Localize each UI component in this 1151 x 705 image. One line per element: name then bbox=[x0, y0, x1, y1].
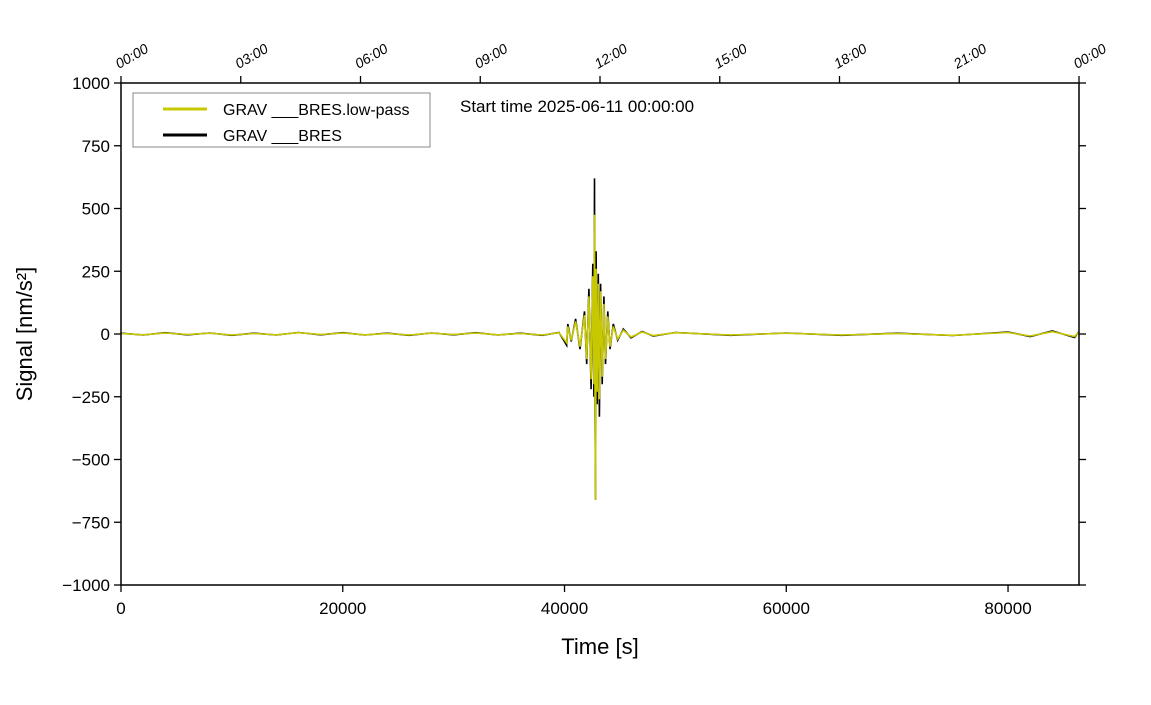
y-tick-label: −250 bbox=[72, 388, 110, 407]
legend-box bbox=[132, 92, 431, 148]
legend-label: GRAV ___BRES bbox=[223, 128, 342, 145]
legend-label: GRAV ___BRES.low-pass bbox=[223, 102, 409, 119]
x2-tick-label: 21:00 bbox=[950, 40, 989, 72]
x-tick-label: 60000 bbox=[763, 599, 810, 618]
x-tick-label: 20000 bbox=[319, 599, 366, 618]
y-tick-label: 0 bbox=[101, 325, 110, 344]
y-tick-label: −500 bbox=[72, 451, 110, 470]
y-tick-label: −750 bbox=[72, 513, 110, 532]
x2-tick-label: 03:00 bbox=[232, 40, 271, 71]
y-axis-label: Signal [nm/s²] bbox=[12, 267, 37, 402]
x-tick-label: 0 bbox=[116, 599, 125, 618]
x-tick-label: 80000 bbox=[984, 599, 1031, 618]
x-axis-label: Time [s] bbox=[561, 634, 638, 659]
x-tick-label: 40000 bbox=[541, 599, 588, 618]
annotation: Start time 2025-06-11 00:00:00 bbox=[460, 97, 694, 116]
y-tick-label: 500 bbox=[82, 200, 110, 219]
x2-tick-label: 06:00 bbox=[352, 40, 391, 71]
x2-tick-label: 15:00 bbox=[711, 40, 750, 71]
y-tick-label: 1000 bbox=[72, 74, 110, 93]
series-line bbox=[121, 214, 1079, 500]
x2-tick-label: 09:00 bbox=[472, 40, 511, 71]
y-tick-label: −1000 bbox=[62, 576, 110, 595]
x2-tick-label: 12:00 bbox=[592, 40, 631, 71]
y-tick-label: 250 bbox=[82, 262, 110, 281]
y-tick-label: 750 bbox=[82, 137, 110, 156]
x2-tick-label: 00:00 bbox=[113, 40, 152, 71]
x2-tick-label: 18:00 bbox=[831, 40, 870, 71]
x2-tick-label: 00:00 bbox=[1071, 40, 1110, 71]
